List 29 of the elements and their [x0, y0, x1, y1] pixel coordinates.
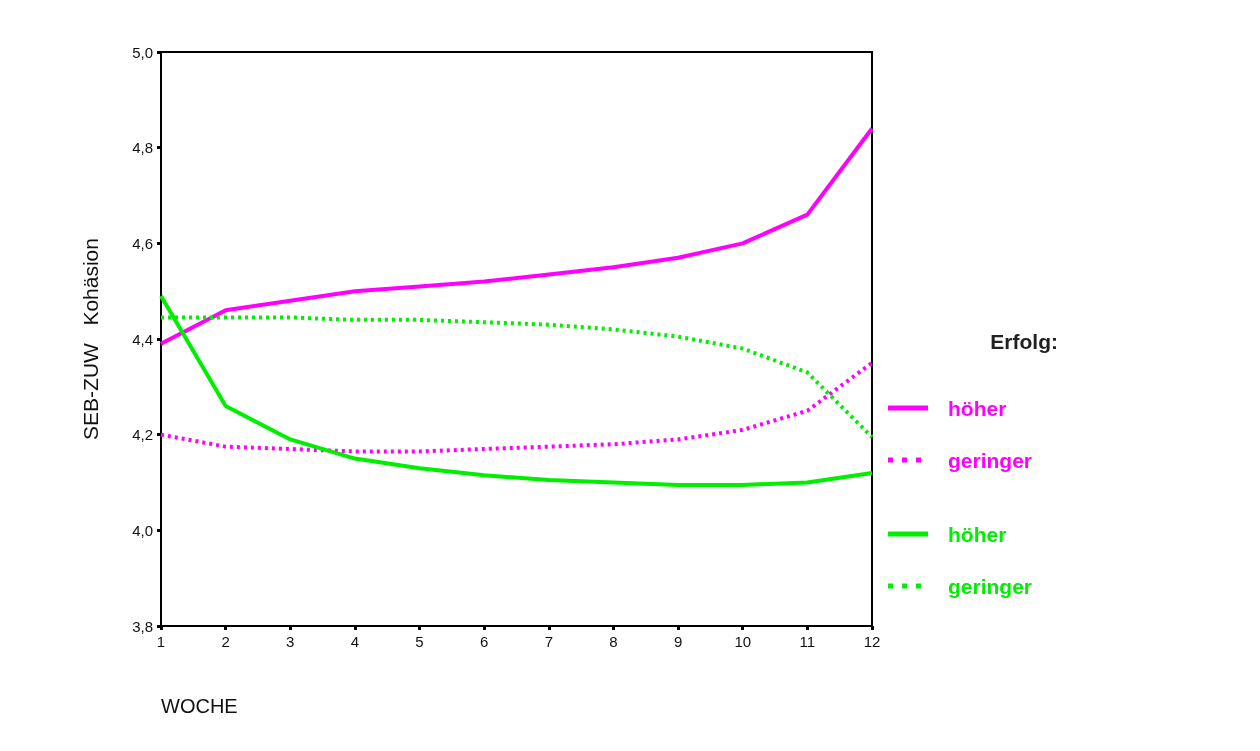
- y-tick-label: 4,2: [132, 426, 153, 444]
- x-tick-label: 4: [350, 633, 360, 650]
- x-tick-label: 5: [415, 633, 424, 650]
- legend-label: höher: [948, 522, 1007, 546]
- x-tick-label: 6: [480, 633, 489, 650]
- y-tick-label: 4,8: [132, 139, 153, 157]
- legend-label: geringer: [948, 448, 1033, 472]
- line-series: [159, 126, 874, 346]
- x-tick-label: 10: [734, 633, 752, 650]
- legend-title: Erfolg:: [990, 330, 1058, 353]
- x-tick-label: 8: [609, 633, 618, 650]
- y-tick-label: 4,6: [132, 234, 153, 252]
- y-tick-label: 5,0: [132, 43, 153, 61]
- legend-label: höher: [948, 396, 1007, 420]
- y-tick-label: 4,4: [132, 330, 153, 348]
- y-axis-title: SEB-ZUW Kohäsion: [79, 238, 102, 440]
- legend-label: geringer: [948, 574, 1033, 598]
- x-tick-label: 12: [863, 633, 881, 650]
- y-tick-label: 4,0: [132, 521, 153, 539]
- line-series: [159, 360, 874, 454]
- x-tick-label: 7: [544, 633, 553, 650]
- x-tick-label: 2: [221, 633, 230, 650]
- x-tick-label: 1: [156, 633, 166, 650]
- x-tick-label: 9: [673, 633, 683, 650]
- line-series: [159, 293, 874, 487]
- x-axis-title: WOCHE: [161, 695, 238, 717]
- x-tick-label: 11: [799, 633, 816, 650]
- x-tick-label: 3: [286, 633, 295, 650]
- y-tick-label: 3,8: [132, 617, 153, 635]
